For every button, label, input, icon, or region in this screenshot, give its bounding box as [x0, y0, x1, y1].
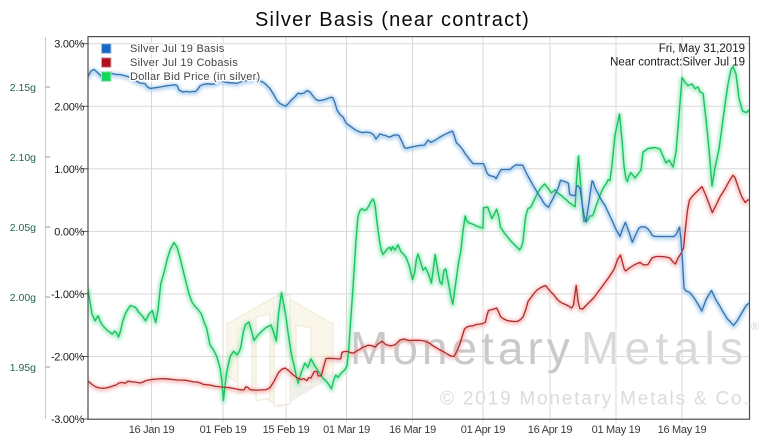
- svg-text:Silver Jul 19 Cobasis: Silver Jul 19 Cobasis: [130, 57, 238, 69]
- svg-text:01 May 19: 01 May 19: [592, 424, 641, 436]
- svg-text:-3.00%: -3.00%: [51, 414, 85, 426]
- svg-text:Near contract:Silver Jul 19: Near contract:Silver Jul 19: [610, 57, 745, 69]
- svg-text:2.15g: 2.15g: [10, 82, 36, 94]
- svg-text:Silver Jul 19 Basis: Silver Jul 19 Basis: [130, 43, 225, 55]
- svg-text:16 Jan 19: 16 Jan 19: [129, 424, 175, 436]
- svg-text:16 May 19: 16 May 19: [658, 424, 707, 436]
- svg-text:2.05g: 2.05g: [10, 222, 36, 234]
- svg-text:01 Apr 19: 01 Apr 19: [461, 424, 506, 436]
- svg-text:Monetary: Monetary: [350, 322, 574, 374]
- svg-text:Silver Basis (near contract): Silver Basis (near contract): [255, 9, 530, 31]
- svg-text:15 Feb 19: 15 Feb 19: [263, 424, 310, 436]
- svg-text:Dollar Bid Price (in silver): Dollar Bid Price (in silver): [130, 71, 260, 83]
- svg-text:0.00%: 0.00%: [54, 226, 84, 238]
- svg-text:© 2019 Monetary Metals & Co.: © 2019 Monetary Metals & Co.: [440, 389, 750, 410]
- svg-text:2.00%: 2.00%: [54, 101, 84, 113]
- svg-text:01 Feb 19: 01 Feb 19: [200, 424, 247, 436]
- svg-text:3.00%: 3.00%: [54, 39, 84, 51]
- svg-text:-1.00%: -1.00%: [51, 289, 85, 301]
- svg-text:01 Mar 19: 01 Mar 19: [323, 424, 370, 436]
- svg-text:2.10g: 2.10g: [10, 152, 36, 164]
- svg-text:-2.00%: -2.00%: [51, 352, 85, 364]
- svg-text:1.95g: 1.95g: [10, 362, 36, 374]
- svg-text:Fri, May 31,2019: Fri, May 31,2019: [659, 43, 745, 55]
- svg-text:2.00g: 2.00g: [10, 292, 36, 304]
- svg-text:16 Mar 19: 16 Mar 19: [389, 424, 436, 436]
- svg-text:®: ®: [751, 321, 759, 333]
- svg-text:1.00%: 1.00%: [54, 164, 84, 176]
- svg-text:16 Apr 19: 16 Apr 19: [528, 424, 573, 436]
- svg-text:Metals: Metals: [581, 322, 748, 374]
